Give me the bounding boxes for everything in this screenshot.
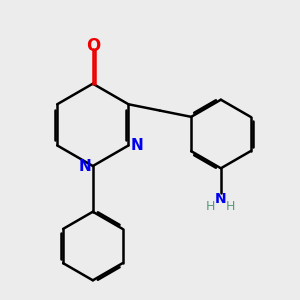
Text: N: N	[78, 158, 91, 173]
Text: H: H	[226, 200, 236, 213]
Text: O: O	[86, 37, 100, 55]
Text: N: N	[215, 192, 227, 206]
Text: H: H	[206, 200, 215, 213]
Text: N: N	[130, 138, 143, 153]
